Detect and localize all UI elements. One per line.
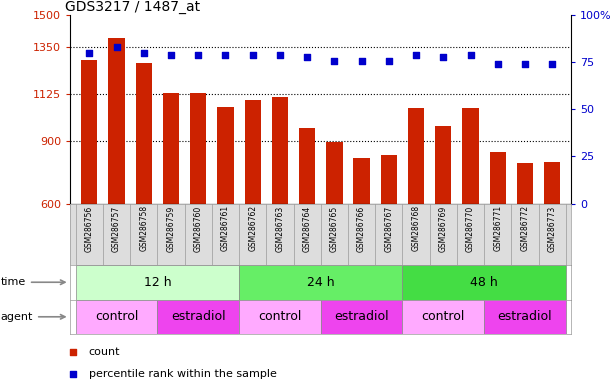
Point [139, 50, 148, 56]
Point [384, 58, 393, 64]
Bar [239, 265, 403, 300]
Bar [321, 300, 403, 334]
Point [84, 50, 94, 56]
Text: GSM286761: GSM286761 [221, 205, 230, 252]
Point [411, 52, 421, 58]
Point [547, 61, 557, 67]
Bar [403, 300, 484, 334]
Point [493, 61, 503, 67]
Text: estradiol: estradiol [171, 310, 225, 323]
Text: GSM286760: GSM286760 [194, 205, 203, 252]
Text: GSM286773: GSM286773 [547, 205, 557, 252]
Bar [403, 265, 566, 300]
Bar [544, 162, 560, 329]
Point [275, 52, 285, 58]
Point [439, 54, 448, 60]
Text: GSM286771: GSM286771 [493, 205, 502, 252]
Point [221, 52, 230, 58]
Text: GSM286770: GSM286770 [466, 205, 475, 252]
Text: GSM286765: GSM286765 [330, 205, 339, 252]
Bar [381, 156, 397, 329]
Text: estradiol: estradiol [334, 310, 389, 323]
Bar [244, 100, 261, 329]
Text: GSM286756: GSM286756 [85, 205, 94, 252]
Bar [484, 300, 566, 334]
Point [68, 349, 78, 355]
Text: GSM286762: GSM286762 [248, 205, 257, 252]
Bar [326, 142, 343, 329]
Point [68, 371, 78, 377]
Point [520, 61, 530, 67]
Bar [76, 300, 158, 334]
Text: count: count [89, 346, 120, 357]
Bar [136, 63, 152, 329]
Point [248, 52, 258, 58]
Point [112, 44, 122, 50]
Bar [239, 300, 321, 334]
Point [302, 54, 312, 60]
Text: 48 h: 48 h [470, 276, 498, 289]
Text: GSM286759: GSM286759 [167, 205, 175, 252]
Text: control: control [422, 310, 465, 323]
Text: GSM286764: GSM286764 [302, 205, 312, 252]
Text: GSM286763: GSM286763 [276, 205, 285, 252]
Bar [517, 163, 533, 329]
Text: GSM286767: GSM286767 [384, 205, 393, 252]
Text: GSM286772: GSM286772 [521, 205, 530, 252]
Bar [218, 108, 233, 329]
Text: GSM286766: GSM286766 [357, 205, 366, 252]
Text: estradiol: estradiol [498, 310, 552, 323]
Text: GSM286758: GSM286758 [139, 205, 148, 252]
Text: 24 h: 24 h [307, 276, 335, 289]
Text: GDS3217 / 1487_at: GDS3217 / 1487_at [65, 0, 200, 14]
Text: control: control [95, 310, 138, 323]
Point [193, 52, 203, 58]
Text: agent: agent [1, 312, 65, 322]
Bar [353, 157, 370, 329]
Bar [76, 265, 239, 300]
Text: GSM286769: GSM286769 [439, 205, 448, 252]
Bar [190, 93, 207, 329]
Text: control: control [258, 310, 302, 323]
Text: percentile rank within the sample: percentile rank within the sample [89, 369, 276, 379]
Bar [158, 300, 239, 334]
Bar [272, 97, 288, 329]
Bar [163, 93, 179, 329]
Bar [463, 108, 478, 329]
Bar [408, 108, 424, 329]
Bar [81, 60, 98, 329]
Bar [435, 126, 452, 329]
Text: time: time [1, 277, 65, 287]
Point [329, 58, 339, 64]
Text: GSM286768: GSM286768 [412, 205, 420, 252]
Bar [108, 38, 125, 329]
Bar [489, 152, 506, 329]
Point [357, 58, 367, 64]
Text: 12 h: 12 h [144, 276, 171, 289]
Text: GSM286757: GSM286757 [112, 205, 121, 252]
Point [466, 52, 475, 58]
Point [166, 52, 176, 58]
Bar [299, 128, 315, 329]
